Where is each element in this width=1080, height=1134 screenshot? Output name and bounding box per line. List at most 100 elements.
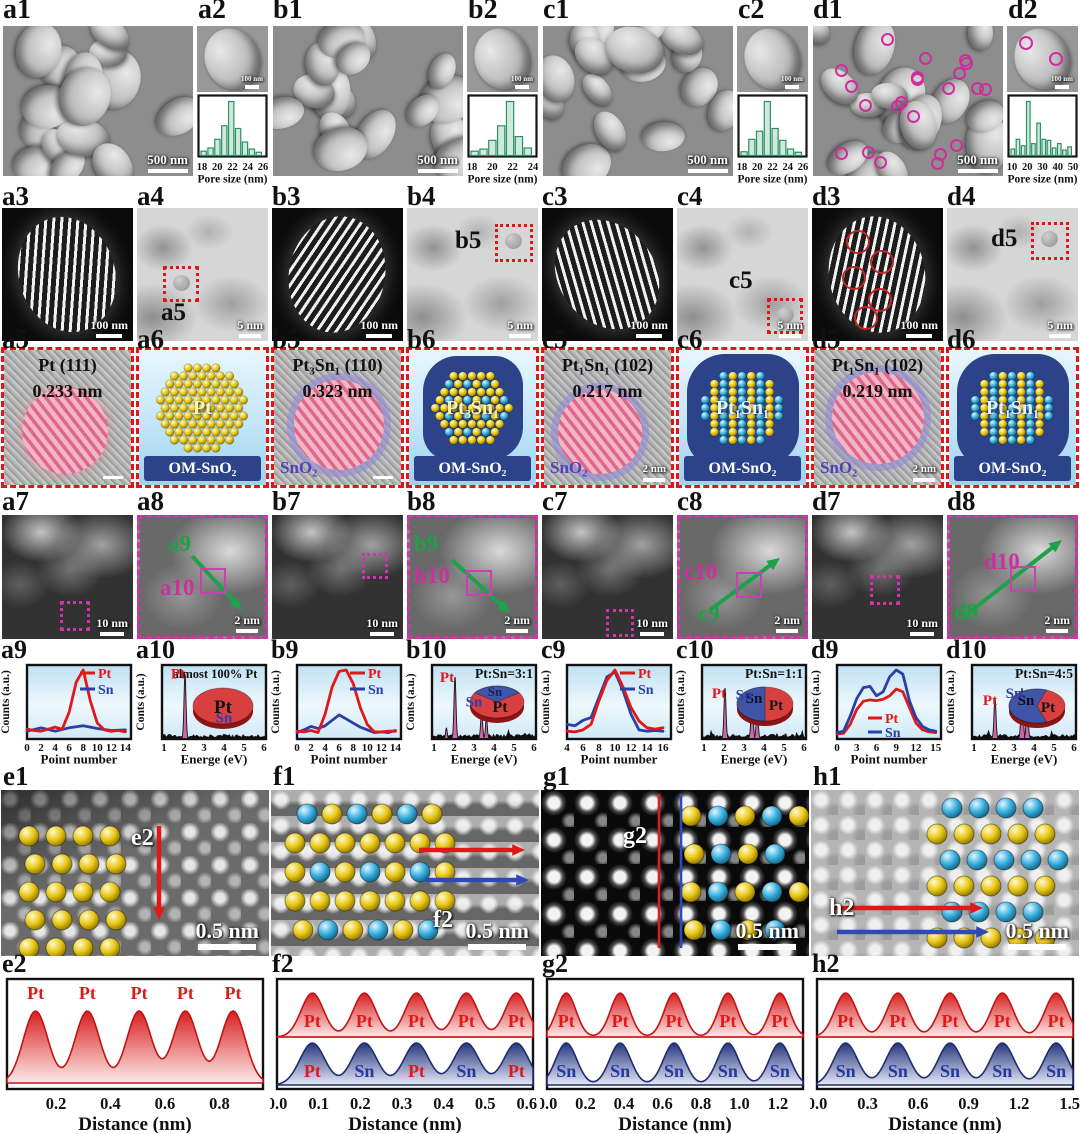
peak-label: Pt bbox=[408, 1061, 425, 1081]
stem-image-b7: 10 nm bbox=[272, 515, 403, 639]
panel-label-d2: d2 bbox=[1008, 0, 1038, 25]
model-image-d6: Pt₁Sn₁ OM-SnO₂ bbox=[949, 350, 1076, 485]
chart-g2: g2 Pt Pt Pt Pt Pt Sn Sn Sn Sn Sn 0.0 0.2 0.4 0.6 0.8 1.0… bbox=[540, 950, 810, 1134]
panel-label-h1: h1 bbox=[813, 761, 842, 791]
panel-b6: b6 Pt₃Sn₁ OM-SnO₂ bbox=[406, 325, 539, 488]
peak-label: Sn bbox=[836, 1061, 856, 1081]
tem-image-b4: b5 5 nm bbox=[407, 208, 538, 341]
panel-g1: g1 g2 0.5 nm bbox=[540, 762, 810, 956]
panel-label-c5: c5 bbox=[542, 324, 568, 354]
chart-f2: f2 Pt Pt Pt Pt Pt Pt Sn Pt Sn Pt 0.0 0.1 0.2 0.3 0.4 0.5… bbox=[270, 950, 540, 1134]
profile-ref-label: f2 bbox=[433, 907, 453, 933]
pore-circle bbox=[834, 146, 848, 160]
x-axis-label: Energe (eV) bbox=[181, 752, 248, 767]
hist-tick: 26 bbox=[258, 162, 268, 173]
atom-overlay-h1 bbox=[833, 797, 1069, 949]
scale-bar-c4: 5 nm bbox=[777, 319, 803, 338]
inset-scale-b2: 100 nm bbox=[511, 75, 533, 89]
y-axis-label: Conts (a.u.) bbox=[135, 673, 147, 730]
chart-d10: d10 Pt:Sn=4:5 Sn Pt Pt Sn 1 2 3 4 5 6 Energe (eV) Cou… bbox=[945, 636, 1080, 766]
eds-title: Pt:Sn=3:1 bbox=[475, 666, 533, 681]
x-tick: 6 bbox=[580, 742, 586, 754]
lattice-plane-label: Pt₁Sn₁ (102) bbox=[831, 355, 924, 375]
sem-group-c1: c1 500 nm c2 100 nm 18 20 22 24 26 Pore size (nm) bbox=[540, 0, 810, 186]
scale-bar-e1: 0.5 nm bbox=[195, 919, 259, 950]
zoom-region-box bbox=[60, 601, 90, 631]
peak-label: Pt bbox=[994, 1011, 1011, 1031]
zoom-region-label: b5 bbox=[455, 227, 482, 254]
y-axis-label: Counts (a.u.) bbox=[0, 670, 12, 734]
scale-bar-line bbox=[468, 944, 527, 950]
x-tick: 14 bbox=[642, 742, 654, 754]
legend-pt: Pt bbox=[98, 667, 112, 682]
x-tick: 4 bbox=[1031, 742, 1037, 754]
legend-pt: Pt bbox=[638, 667, 652, 682]
panel-label-c7: c7 bbox=[542, 486, 568, 516]
row-eds-profiles: a9 Pt Sn 0 2 4 6 8 10 12 14 Point number Counts (a.u… bbox=[0, 636, 1080, 767]
hrtem-image-b5: Pt₃Sn₁ (110) 0.323 nm SnO₂ bbox=[274, 350, 401, 485]
x-tick: 3 bbox=[854, 742, 860, 754]
x-tick: 4 bbox=[564, 742, 570, 754]
hrtem-image-d5: Pt₁Sn₁ (102) 0.219 nm SnO₂ 2 nm bbox=[814, 350, 941, 485]
atom-model-d6 bbox=[970, 371, 1054, 445]
x-axis-label: Energe (eV) bbox=[721, 752, 788, 767]
arrow-head bbox=[229, 596, 242, 610]
sem-group-a1: a1 500 nm a2 100 nm 18 20 22 24 26 Pore size (nm) bbox=[0, 0, 270, 186]
panel-e1: e1 e2 0.5 nm bbox=[0, 762, 270, 956]
x-tick: 2 bbox=[451, 742, 457, 754]
hrtem-image-a5: Pt (111) 0.233 nm bbox=[4, 350, 131, 485]
peak-label: Sn bbox=[888, 1061, 908, 1081]
peak-label: Pt bbox=[177, 983, 194, 1003]
x-tick: 1 bbox=[431, 742, 437, 754]
atom-overlay-e1 bbox=[18, 825, 165, 956]
x-tick: 2 bbox=[181, 742, 187, 754]
legend-pt: Pt bbox=[885, 712, 899, 727]
panel-label-a4: a4 bbox=[137, 181, 164, 211]
sem-particle bbox=[813, 26, 836, 50]
element-label: Pt bbox=[440, 670, 454, 686]
particle-in-box bbox=[173, 275, 190, 291]
scale-bar-line bbox=[776, 629, 799, 633]
panel-b8: b8 b9 b10 2 nm bbox=[405, 487, 540, 641]
x-tick: 0.2 bbox=[350, 1094, 371, 1113]
x-axis-label: Point number bbox=[311, 752, 388, 767]
panel-a4: a4 a5 5 nm bbox=[135, 182, 270, 345]
x-tick: 9 bbox=[893, 742, 899, 754]
y-axis-label: Counts (a.u.) bbox=[945, 670, 957, 734]
chart-a10: a10 almost 100% Pt Pt Pt Sn 1 2 3 4 5 6 Energe (eV)… bbox=[135, 636, 270, 767]
x-tick: 0.2 bbox=[575, 1094, 596, 1113]
hist-tick: 18 bbox=[197, 162, 207, 173]
row-hrtem-models: a5 Pt (111) 0.233 nm a6 Pt OM-SnO₂ b5 Pt₃Sn₁ (1… bbox=[0, 325, 1080, 491]
x-tick: 2 bbox=[308, 742, 314, 754]
panel-label-f1: f1 bbox=[273, 761, 296, 791]
x-tick: 0.2 bbox=[46, 1094, 67, 1113]
pore-circle bbox=[874, 155, 888, 169]
tem-image-a3: 100 nm bbox=[2, 208, 133, 341]
hist-xlabel: Pore size (nm) bbox=[197, 174, 267, 186]
panel-a5: a5 Pt (111) 0.233 nm bbox=[1, 325, 134, 488]
scale-bar-b8: 2 nm bbox=[504, 614, 530, 633]
peak-label: Sn bbox=[556, 1061, 576, 1081]
support-label: OM-SnO₂ bbox=[954, 456, 1071, 481]
peak-label: Pt bbox=[889, 1011, 906, 1031]
peak-label: Pt bbox=[458, 1011, 475, 1031]
scale-bar-c1: 500 nm bbox=[687, 153, 728, 173]
x-axis-label: Point number bbox=[581, 752, 658, 767]
peak-label: Sn bbox=[1046, 1061, 1066, 1081]
panel-d7: d7 10 nm bbox=[810, 487, 945, 641]
panel-c5: c5 Pt₁Sn₁ (102) 0.217 nm SnO₂ 2 nm bbox=[541, 325, 674, 488]
line-scan-label: a9 bbox=[168, 531, 191, 556]
scale-bar-line bbox=[506, 629, 529, 633]
scale-bar-line bbox=[640, 632, 665, 636]
peak-label: Pt bbox=[719, 1011, 736, 1031]
panel-label-d4: d4 bbox=[947, 181, 976, 211]
sno2-label: SnO₂ bbox=[280, 458, 318, 478]
peak-label: Pt bbox=[356, 1011, 373, 1031]
stem-image-a7: 10 nm bbox=[2, 515, 133, 639]
panel-a8: a8 a9 a10 2 nm bbox=[135, 487, 270, 641]
pt-circle bbox=[854, 306, 878, 330]
pore-circle bbox=[895, 95, 909, 109]
eds-point-label: b10 bbox=[414, 563, 450, 588]
hist-tick: 26 bbox=[798, 162, 808, 173]
